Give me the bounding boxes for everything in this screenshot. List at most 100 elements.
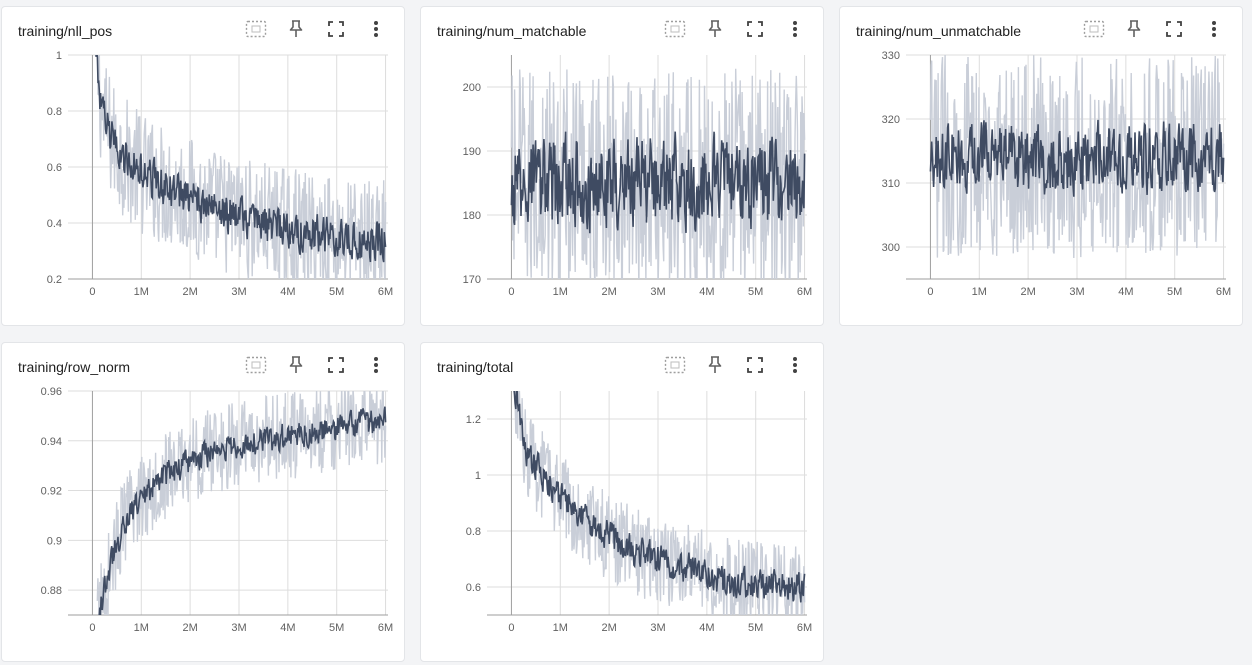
- x-tick-label: 5M: [1167, 286, 1182, 298]
- x-tick-label: 6M: [797, 622, 812, 634]
- fullscreen-button[interactable]: [316, 353, 356, 377]
- x-tick-label: 3M: [231, 622, 246, 634]
- more-vert-icon: [373, 20, 379, 38]
- more-options-button[interactable]: [356, 353, 396, 377]
- chart-row-norm[interactable]: 0.88 0.9 0.92 0.94 0.96 0 1M 2M 3M 4M 5M 6M: [2, 343, 406, 663]
- pin-icon: [708, 20, 722, 38]
- data-selection-button[interactable]: [236, 17, 276, 41]
- plot-series: [929, 55, 1225, 259]
- x-tick-label: 3M: [231, 286, 246, 298]
- pin-button[interactable]: [276, 17, 316, 41]
- x-tick-label: 1M: [553, 622, 568, 634]
- pin-button[interactable]: [276, 353, 316, 377]
- x-tick-label: 3M: [650, 622, 665, 634]
- x-tick-label: 6M: [378, 622, 393, 634]
- card-title: training/row_norm: [18, 359, 131, 375]
- data-selection-icon: [664, 356, 686, 374]
- chart-total[interactable]: 0.6 0.8 1 1.2 0 1M 2M 3M 4M 5M 6M: [421, 343, 825, 663]
- pin-icon: [289, 20, 303, 38]
- more-vert-icon: [1211, 20, 1217, 38]
- x-tick-label: 5M: [748, 622, 763, 634]
- y-tick-label: 0.4: [47, 218, 62, 230]
- x-tick-label: 5M: [329, 286, 344, 298]
- pin-icon: [708, 356, 722, 374]
- fullscreen-icon: [747, 21, 763, 37]
- y-tick-label: 0.92: [41, 486, 62, 498]
- series-raw-line: [96, 391, 387, 615]
- x-tick-label: 6M: [797, 286, 812, 298]
- x-tick-label: 4M: [699, 622, 714, 634]
- more-options-button[interactable]: [775, 353, 815, 377]
- x-tick-label: 0: [927, 286, 933, 298]
- pin-icon: [1127, 20, 1141, 38]
- y-tick-label: 190: [463, 146, 481, 158]
- card-toolbar: [236, 353, 396, 377]
- x-tick-label: 1M: [972, 286, 987, 298]
- card-title: training/num_matchable: [437, 23, 587, 39]
- plot-series: [95, 55, 387, 279]
- card-nll-pos: 0.2 0.4 0.6 0.8 1 0 1M 2M 3M 4M 5M 6M training/nll_…: [1, 6, 405, 326]
- chart-num-unmatchable[interactable]: 300 310 320 330 0 1M 2M 3M 4M 5M 6M: [840, 7, 1244, 327]
- more-options-button[interactable]: [775, 17, 815, 41]
- series-raw-line: [514, 391, 806, 615]
- chart-nll-pos[interactable]: 0.2 0.4 0.6 0.8 1 0 1M 2M 3M 4M 5M 6M: [2, 7, 406, 327]
- x-tick-label: 5M: [748, 286, 763, 298]
- x-tick-label: 0: [508, 622, 514, 634]
- card-toolbar: [655, 353, 815, 377]
- data-selection-icon: [245, 356, 267, 374]
- fullscreen-button[interactable]: [1154, 17, 1194, 41]
- more-vert-icon: [373, 356, 379, 374]
- fullscreen-button[interactable]: [316, 17, 356, 41]
- data-selection-icon: [245, 20, 267, 38]
- pin-button[interactable]: [695, 353, 735, 377]
- data-selection-button[interactable]: [236, 353, 276, 377]
- y-tick-label: 320: [882, 114, 900, 126]
- y-tick-label: 1: [475, 470, 481, 482]
- data-selection-button[interactable]: [1074, 17, 1114, 41]
- x-tick-label: 6M: [1216, 286, 1231, 298]
- y-tick-label: 0.8: [466, 526, 481, 538]
- x-tick-label: 3M: [650, 286, 665, 298]
- x-tick-label: 6M: [378, 286, 393, 298]
- series-smoothed-line: [513, 391, 806, 603]
- data-selection-button[interactable]: [655, 353, 695, 377]
- y-tick-label: 1.2: [466, 414, 481, 426]
- x-tick-label: 1M: [134, 286, 149, 298]
- x-tick-label: 0: [89, 286, 95, 298]
- y-tick-label: 330: [882, 50, 900, 62]
- y-tick-label: 300: [882, 242, 900, 254]
- pin-button[interactable]: [695, 17, 735, 41]
- x-tick-label: 3M: [1069, 286, 1084, 298]
- series-raw-line: [96, 55, 387, 279]
- x-tick-label: 2M: [1020, 286, 1035, 298]
- x-tick-label: 0: [508, 286, 514, 298]
- series-smoothed-line: [98, 406, 387, 615]
- fullscreen-icon: [1166, 21, 1182, 37]
- card-num-matchable: 170 180 190 200 0 1M 2M 3M 4M 5M 6M training/num_m…: [420, 6, 824, 326]
- x-tick-label: 4M: [1118, 286, 1133, 298]
- data-selection-icon: [664, 20, 686, 38]
- more-options-button[interactable]: [1194, 17, 1234, 41]
- fullscreen-icon: [328, 357, 344, 373]
- y-tick-label: 0.94: [41, 436, 62, 448]
- card-total: 0.6 0.8 1 1.2 0 1M 2M 3M 4M 5M 6M training/total: [420, 342, 824, 662]
- pin-button[interactable]: [1114, 17, 1154, 41]
- data-selection-button[interactable]: [655, 17, 695, 41]
- series-smoothed-line: [929, 119, 1225, 197]
- card-title: training/num_unmatchable: [856, 23, 1021, 39]
- plot-series: [510, 68, 806, 279]
- x-tick-label: 2M: [601, 622, 616, 634]
- more-vert-icon: [792, 20, 798, 38]
- fullscreen-button[interactable]: [735, 17, 775, 41]
- x-tick-label: 0: [89, 622, 95, 634]
- chart-num-matchable[interactable]: 170 180 190 200 0 1M 2M 3M 4M 5M 6M: [421, 7, 825, 327]
- fullscreen-button[interactable]: [735, 353, 775, 377]
- more-vert-icon: [792, 356, 798, 374]
- more-options-button[interactable]: [356, 17, 396, 41]
- card-toolbar: [1074, 17, 1234, 41]
- fullscreen-icon: [747, 357, 763, 373]
- y-tick-label: 0.88: [41, 585, 62, 597]
- x-tick-label: 4M: [699, 286, 714, 298]
- y-tick-label: 170: [463, 274, 481, 286]
- card-toolbar: [655, 17, 815, 41]
